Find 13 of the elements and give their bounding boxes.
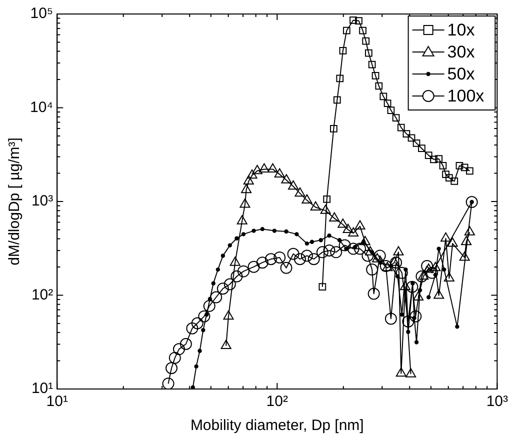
legend-label: 100x	[447, 86, 485, 106]
x-tick-label: 10¹	[46, 393, 68, 410]
x-tick-label: 10²	[266, 393, 288, 410]
y-tick-label: 10³	[31, 192, 54, 210]
x-axis-title: Mobility diameter, Dp [nm]	[190, 417, 364, 434]
x-tick-label: 10³	[486, 393, 508, 410]
legend-label: 10x	[447, 20, 476, 40]
y-tick-label: 10⁵	[30, 5, 54, 22]
y-tick-label: 10⁴	[30, 98, 54, 116]
y-tick-label: 10²	[31, 286, 54, 304]
y-axis-title: dM/dlogDp [ µg/m³]	[6, 138, 24, 266]
legend-label: 30x	[447, 42, 476, 62]
legend-label: 50x	[447, 64, 476, 84]
